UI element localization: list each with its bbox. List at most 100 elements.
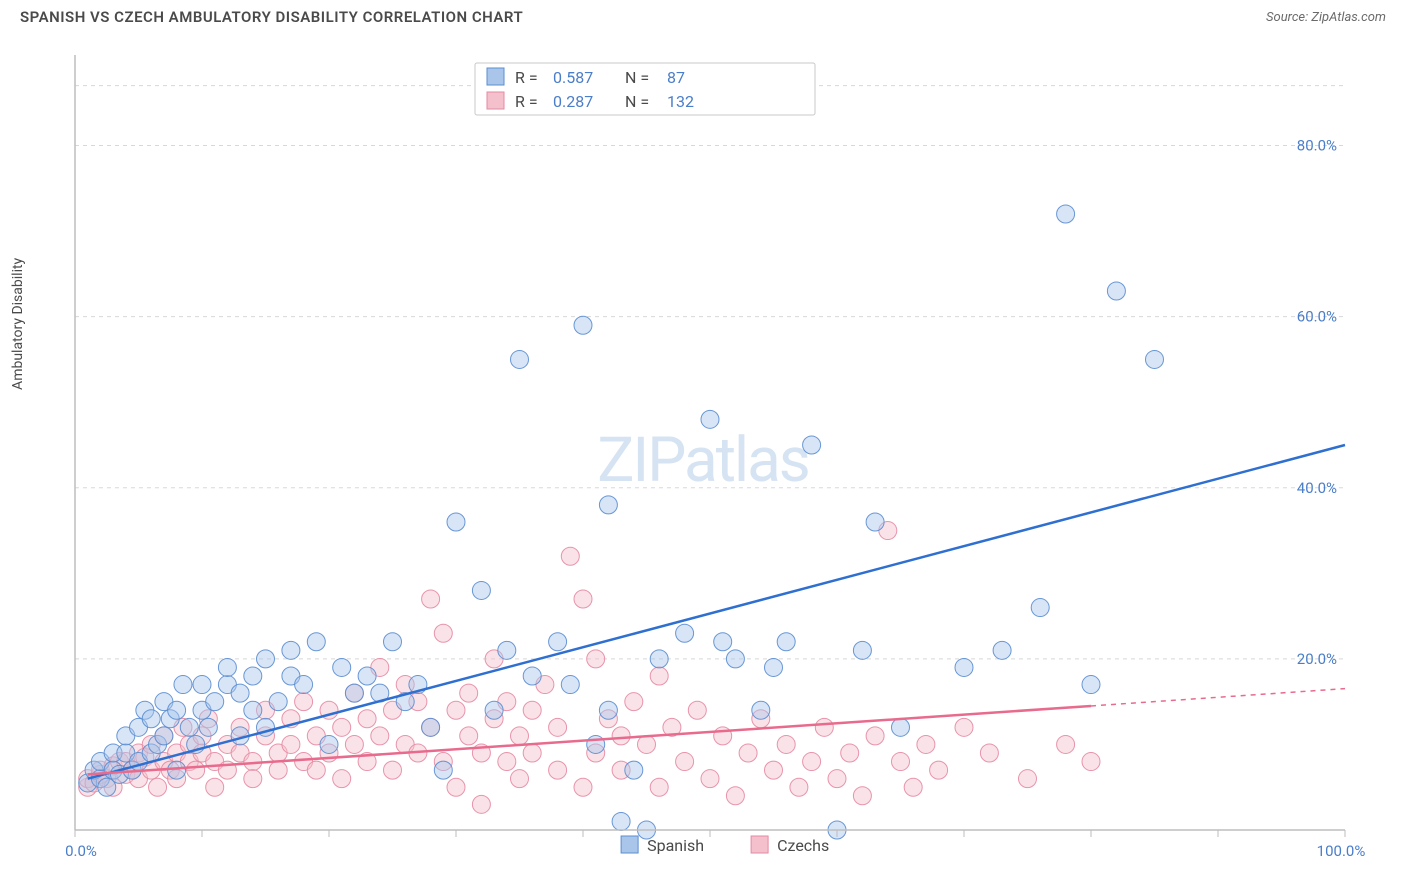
stats-n-value: 132: [667, 92, 694, 111]
legend-label: Czechs: [777, 836, 829, 855]
scatter-point: [498, 641, 516, 659]
scatter-point: [930, 761, 948, 779]
scatter-point: [980, 744, 998, 762]
scatter-point: [1107, 282, 1125, 300]
scatter-point: [1019, 770, 1037, 788]
scatter-point: [574, 316, 592, 334]
scatter-point: [701, 410, 719, 428]
scatter-point: [1082, 676, 1100, 694]
scatter-point: [244, 667, 262, 685]
legend-label: Spanish: [647, 836, 704, 855]
scatter-point: [625, 761, 643, 779]
scatter-point: [587, 650, 605, 668]
scatter-point: [358, 710, 376, 728]
scatter-point: [422, 718, 440, 736]
scatter-point: [472, 795, 490, 813]
scatter-point: [892, 753, 910, 771]
scatter-point: [676, 624, 694, 642]
scatter-point: [174, 676, 192, 694]
scatter-point: [384, 633, 402, 651]
scatter-point: [384, 761, 402, 779]
stats-n-label: N =: [625, 92, 649, 111]
scatter-point: [168, 761, 186, 779]
scatter-point: [676, 753, 694, 771]
scatter-point: [511, 350, 529, 368]
scatter-point: [790, 778, 808, 796]
scatter-point: [257, 650, 275, 668]
scatter-point: [511, 727, 529, 745]
scatter-point: [726, 650, 744, 668]
scatter-point: [803, 436, 821, 454]
scatter-point: [358, 667, 376, 685]
scatter-point: [511, 770, 529, 788]
scatter-point: [765, 761, 783, 779]
scatter-point: [434, 761, 452, 779]
scatter-point: [422, 590, 440, 608]
scatter-point: [574, 590, 592, 608]
legend-swatch: [621, 836, 638, 853]
scatter-point: [650, 667, 668, 685]
stats-r-value: 0.287: [553, 92, 593, 111]
chart-container: Ambulatory Disability 20.0%40.0%60.0%80.…: [20, 40, 1386, 872]
scatter-point: [498, 753, 516, 771]
scatter-point: [1082, 753, 1100, 771]
stats-r-label: R =: [515, 92, 538, 111]
scatter-point: [447, 701, 465, 719]
scatter-point: [599, 496, 617, 514]
scatter-point: [752, 701, 770, 719]
scatter-point: [434, 624, 452, 642]
scatter-point: [1146, 350, 1164, 368]
scatter-point: [574, 778, 592, 796]
scatter-point: [853, 641, 871, 659]
scatter-point: [460, 727, 478, 745]
scatter-point: [345, 684, 363, 702]
scatter-point: [142, 710, 160, 728]
scatter-point: [866, 513, 884, 531]
scatter-point: [269, 693, 287, 711]
scatter-point: [333, 718, 351, 736]
scatter-point: [180, 718, 198, 736]
scatter-point: [1057, 735, 1075, 753]
scatter-point: [295, 693, 313, 711]
scatter-point: [485, 701, 503, 719]
scatter-point: [561, 676, 579, 694]
scatter-point: [1031, 599, 1049, 617]
scatter-point: [726, 787, 744, 805]
scatter-point: [688, 701, 706, 719]
scatter-point: [803, 753, 821, 771]
scatter-point: [701, 770, 719, 788]
source-attribution: Source: ZipAtlas.com: [1266, 10, 1386, 25]
y-tick-label: 20.0%: [1297, 650, 1337, 668]
scatter-point: [523, 744, 541, 762]
scatter-point: [599, 701, 617, 719]
scatter-point: [650, 650, 668, 668]
scatter-point: [777, 735, 795, 753]
scatter-point: [625, 693, 643, 711]
scatter-point: [244, 770, 262, 788]
scatter-point: [650, 778, 668, 796]
scatter-point: [206, 778, 224, 796]
y-tick-label: 60.0%: [1297, 308, 1337, 326]
scatter-point: [523, 667, 541, 685]
scatter-point: [714, 633, 732, 651]
scatter-point: [231, 684, 249, 702]
watermark: ZIPatlas: [597, 424, 809, 497]
scatter-point: [371, 727, 389, 745]
scatter-point: [955, 658, 973, 676]
scatter-point: [523, 701, 541, 719]
scatter-point: [269, 761, 287, 779]
scatter-point: [549, 633, 567, 651]
scatter-point: [168, 701, 186, 719]
scatter-point: [206, 693, 224, 711]
y-axis-label: Ambulatory Disability: [10, 258, 26, 390]
scatter-point: [1057, 205, 1075, 223]
scatter-point: [193, 676, 211, 694]
legend-swatch: [751, 836, 768, 853]
scatter-point: [218, 658, 236, 676]
stats-n-label: N =: [625, 68, 649, 87]
scatter-point: [892, 718, 910, 736]
scatter-point: [460, 684, 478, 702]
x-tick-label: 0.0%: [65, 842, 97, 860]
scatter-point: [155, 727, 173, 745]
scatter-point: [447, 778, 465, 796]
